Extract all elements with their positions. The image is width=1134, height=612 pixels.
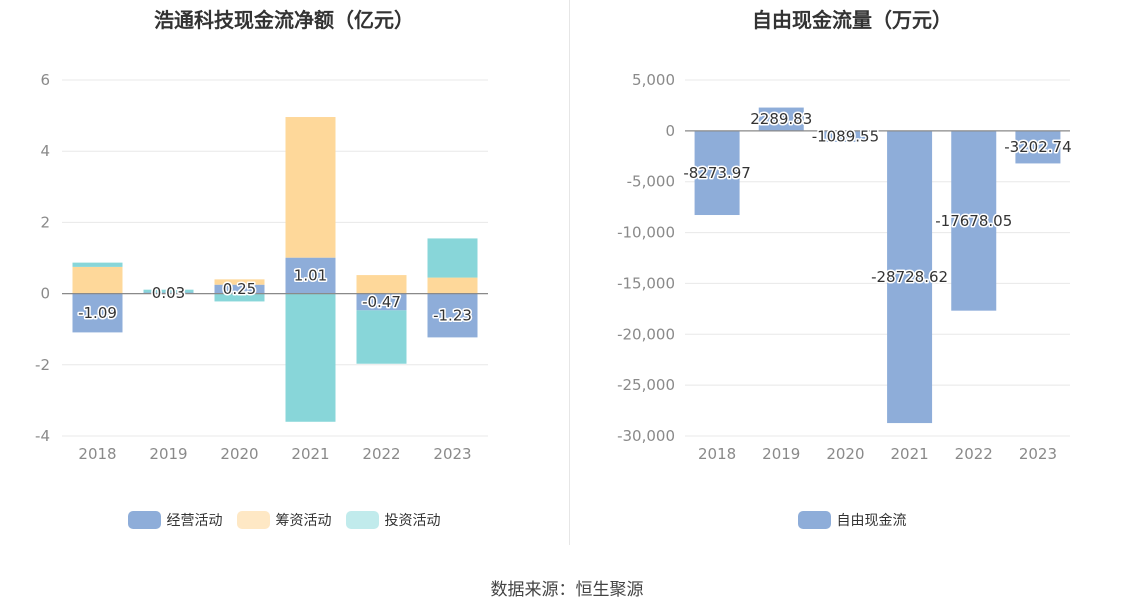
y-tick-label: -5,000 (627, 173, 675, 191)
y-tick-label: -20,000 (617, 325, 675, 343)
bar-segment (214, 293, 265, 302)
bar-segment (143, 289, 194, 293)
y-tick-label: -15,000 (617, 274, 675, 292)
x-tick-label: 2018 (78, 445, 116, 463)
x-tick-label: 2021 (890, 445, 928, 463)
free-cash-flow-chart: -30,000 -25,000 -20,000 -15,000 -10,000 -5,00… (617, 71, 1073, 463)
data-label: -3202.74 (1004, 138, 1071, 156)
legend-label-operating: 经营活动 (166, 513, 223, 529)
legend-swatch-operating (127, 511, 161, 529)
legend-swatch-free-cash-flow (797, 511, 831, 529)
free-cash-flow-chart-panel: 自由现金流量（万元） -30,000 -25,000 -20,000 -15,000-… (570, 0, 1134, 545)
cash-flow-chart-panel: 浩通科技现金流净额（亿元） -4 -2 0 2 4 6 2018 2019 2020 2021 20… (0, 0, 568, 545)
data-label: -28728.62 (871, 268, 948, 286)
right-legend: 自由现金流 (570, 510, 1134, 530)
bar (887, 130, 933, 424)
data-source-note: 数据来源：恒生聚源 (490, 580, 644, 600)
y-tick-label: -4 (35, 427, 50, 445)
y-tick-label: 2 (40, 213, 50, 231)
bar-segment (427, 293, 478, 338)
legend-item-financing[interactable]: 筹资活动 (236, 510, 332, 530)
bar (822, 130, 868, 142)
bar-segment (356, 293, 407, 311)
left-chart-title: 浩通科技现金流净额（亿元） (154, 8, 414, 32)
y-tick-label: 0 (665, 122, 675, 140)
data-label: -1.23 (433, 306, 472, 324)
bar-segment (427, 238, 478, 278)
bar (694, 130, 740, 216)
left-legend: 经营活动 筹资活动 投资活动 (0, 510, 568, 530)
bar (1015, 130, 1061, 164)
bar-segment (427, 277, 478, 294)
y-tick-label: 5,000 (632, 71, 675, 89)
x-tick-label: 2018 (698, 445, 736, 463)
panel-divider (569, 0, 570, 545)
y-tick-label: -30,000 (617, 427, 675, 445)
y-tick-label: -10,000 (617, 224, 675, 242)
legend-item-free-cash-flow[interactable]: 自由现金流 (797, 510, 907, 530)
y-tick-label: 6 (40, 71, 50, 89)
data-label: 0.25 (223, 280, 256, 298)
bar-segment (72, 266, 123, 294)
bar-segment (285, 117, 336, 258)
data-label: -17678.05 (935, 212, 1012, 230)
x-tick-label: 2022 (955, 445, 993, 463)
cash-flow-chart: -4 -2 0 2 4 6 2018 2019 2020 2021 2022 2023 -1.09 0.0… (35, 71, 488, 463)
bar (951, 130, 997, 311)
bar-segment (72, 262, 123, 267)
bar-segment (72, 293, 123, 333)
data-label: 2289.83 (750, 110, 812, 128)
x-tick-label: 2019 (149, 445, 187, 463)
x-tick-label: 2019 (762, 445, 800, 463)
legend-item-investing[interactable]: 投资活动 (345, 510, 441, 530)
x-tick-label: 2020 (220, 445, 258, 463)
x-tick-label: 2020 (826, 445, 864, 463)
data-label: 0.03 (152, 284, 185, 302)
bar-segment (285, 257, 336, 294)
bar-segment (356, 310, 407, 364)
x-tick-label: 2023 (433, 445, 471, 463)
legend-swatch-financing (236, 511, 270, 529)
bar-segment (285, 293, 336, 422)
right-chart-title: 自由现金流量（万元） (752, 8, 952, 32)
x-tick-label: 2021 (291, 445, 329, 463)
y-tick-label: 4 (40, 142, 50, 160)
x-tick-label: 2023 (1019, 445, 1057, 463)
bar (758, 107, 804, 131)
bar-segment (214, 284, 265, 294)
bar-segment (214, 279, 265, 285)
legend-label-financing: 筹资活动 (275, 513, 332, 529)
data-label: -1.09 (78, 304, 117, 322)
data-label: -8273.97 (683, 164, 750, 182)
x-tick-label: 2022 (362, 445, 400, 463)
y-tick-label: 0 (40, 285, 50, 303)
legend-item-operating[interactable]: 经营活动 (127, 510, 223, 530)
y-tick-label: -25,000 (617, 376, 675, 394)
legend-label-investing: 投资活动 (384, 513, 441, 529)
y-tick-label: -2 (35, 356, 50, 374)
legend-label-free-cash-flow: 自由现金流 (836, 513, 907, 529)
data-label: -1089.55 (812, 127, 879, 145)
data-label: -0.47 (362, 293, 401, 311)
legend-swatch-investing (345, 511, 379, 529)
data-label: 1.01 (294, 267, 327, 285)
bar-segment (356, 275, 407, 294)
